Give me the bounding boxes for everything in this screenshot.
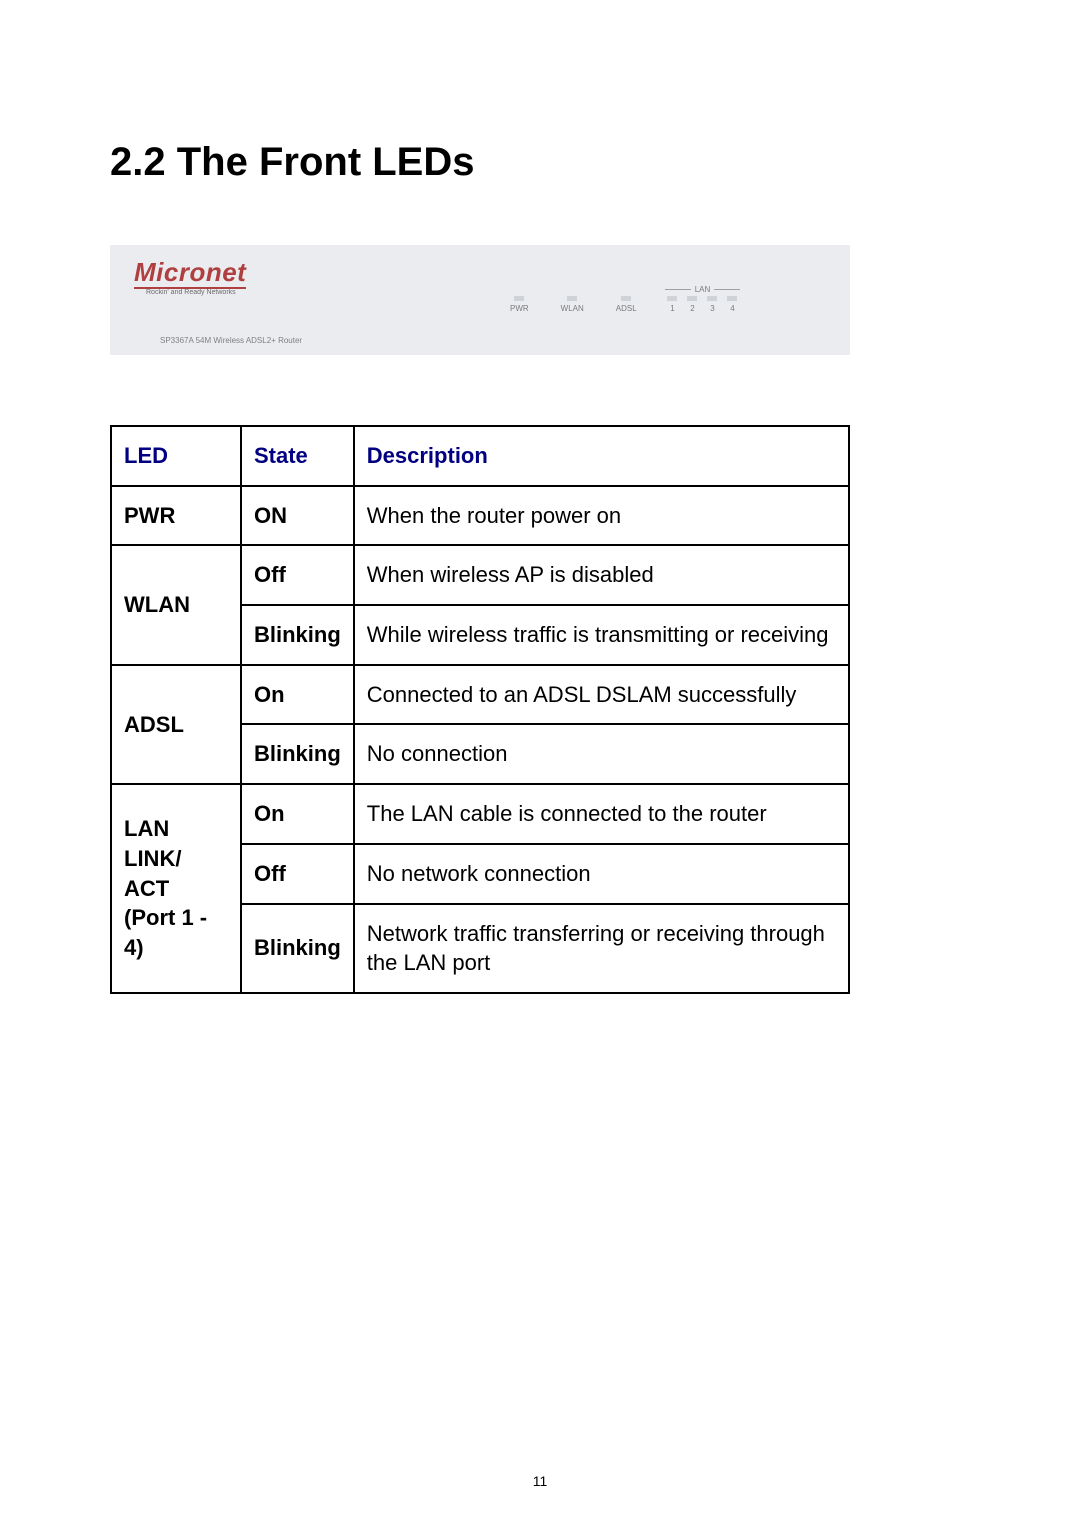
- led-lan-4-label: 4: [730, 304, 734, 313]
- led-wlan-label: WLAN: [561, 304, 584, 313]
- cell-led: PWR: [111, 486, 241, 546]
- lan-bracket-right: [714, 289, 740, 290]
- cell-state: Off: [241, 844, 354, 904]
- led-lan-1: 1: [667, 296, 677, 313]
- cell-desc: While wireless traffic is transmitting o…: [354, 605, 849, 665]
- led-lan-2-label: 2: [690, 304, 694, 313]
- section-heading: 2.2 The Front LEDs: [110, 140, 970, 185]
- cell-state: ON: [241, 486, 354, 546]
- brand-tagline: Rockin' and Ready Networks: [146, 289, 236, 296]
- model-label: SP3367A 54M Wireless ADSL2+ Router: [160, 336, 302, 345]
- cell-state: On: [241, 784, 354, 844]
- cell-state: Blinking: [241, 904, 354, 993]
- cell-desc: Network traffic transferring or receivin…: [354, 904, 849, 993]
- lan-title: LAN: [695, 285, 711, 294]
- page-number: 11: [0, 1473, 1080, 1489]
- led-adsl: ADSL: [616, 296, 637, 313]
- cell-desc: When the router power on: [354, 486, 849, 546]
- cell-desc: No network connection: [354, 844, 849, 904]
- led-pwr-label: PWR: [510, 304, 529, 313]
- cell-desc: Connected to an ADSL DSLAM successfully: [354, 665, 849, 725]
- led-dot-icon: [687, 296, 697, 301]
- led-dot-icon: [514, 296, 524, 301]
- cell-state: On: [241, 665, 354, 725]
- led-lan-1-label: 1: [670, 304, 674, 313]
- table-row: WLAN Off When wireless AP is disabled: [111, 545, 849, 605]
- cell-desc: When wireless AP is disabled: [354, 545, 849, 605]
- led-dot-icon: [567, 296, 577, 301]
- cell-desc: The LAN cable is connected to the router: [354, 784, 849, 844]
- led-lan-group: LAN 1 2 3: [665, 285, 741, 313]
- th-led: LED: [111, 426, 241, 486]
- cell-state: Blinking: [241, 724, 354, 784]
- led-lan-2: 2: [687, 296, 697, 313]
- th-state: State: [241, 426, 354, 486]
- document-page: 2.2 The Front LEDs Micronet Rockin' and …: [0, 0, 1080, 1529]
- led-adsl-label: ADSL: [616, 304, 637, 313]
- table-row: PWR ON When the router power on: [111, 486, 849, 546]
- cell-state: Off: [241, 545, 354, 605]
- led-description-table: LED State Description PWR ON When the ro…: [110, 425, 850, 994]
- lan-led-line2: LINK/ ACT: [124, 844, 228, 903]
- led-lan-3-label: 3: [710, 304, 714, 313]
- lan-bracket-left: [665, 289, 691, 290]
- table-row: ADSL On Connected to an ADSL DSLAM succe…: [111, 665, 849, 725]
- router-front-panel-figure: Micronet Rockin' and Ready Networks SP33…: [110, 245, 850, 355]
- lan-led-line3: (Port 1 - 4): [124, 903, 228, 962]
- lan-header: LAN: [665, 285, 741, 294]
- table-row: LAN LINK/ ACT (Port 1 - 4) On The LAN ca…: [111, 784, 849, 844]
- led-dot-icon: [621, 296, 631, 301]
- led-wlan: WLAN: [561, 296, 584, 313]
- brand-text: Micronet: [134, 257, 246, 287]
- brand-logo: Micronet: [134, 259, 246, 289]
- cell-led: ADSL: [111, 665, 241, 784]
- cell-led: WLAN: [111, 545, 241, 664]
- lan-ports-row: 1 2 3 4: [667, 296, 737, 313]
- led-dot-icon: [707, 296, 717, 301]
- led-strip: PWR WLAN ADSL LAN 1: [510, 285, 740, 313]
- cell-led: LAN LINK/ ACT (Port 1 - 4): [111, 784, 241, 993]
- lan-led-line1: LAN: [124, 814, 228, 844]
- led-dot-icon: [667, 296, 677, 301]
- table-header-row: LED State Description: [111, 426, 849, 486]
- led-lan-3: 3: [707, 296, 717, 313]
- cell-desc: No connection: [354, 724, 849, 784]
- cell-state: Blinking: [241, 605, 354, 665]
- th-description: Description: [354, 426, 849, 486]
- led-lan-4: 4: [727, 296, 737, 313]
- led-pwr: PWR: [510, 296, 529, 313]
- led-dot-icon: [727, 296, 737, 301]
